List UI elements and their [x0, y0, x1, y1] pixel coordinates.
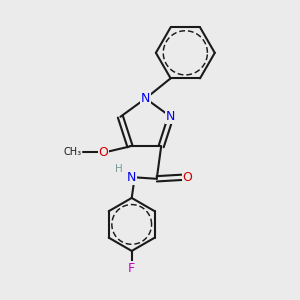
Text: N: N [127, 171, 136, 184]
Text: CH₃: CH₃ [64, 147, 82, 157]
Text: O: O [183, 171, 193, 184]
Text: N: N [141, 92, 150, 105]
Text: O: O [99, 146, 108, 159]
Text: H: H [115, 164, 122, 174]
Text: N: N [166, 110, 176, 123]
Text: F: F [128, 262, 135, 275]
